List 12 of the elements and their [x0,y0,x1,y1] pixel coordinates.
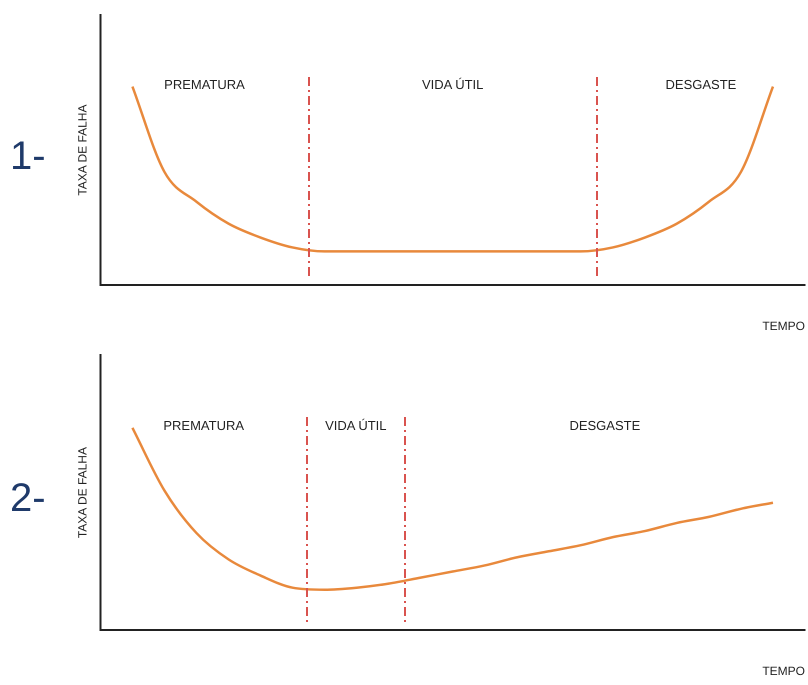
annotation: PREMATURA [164,76,246,92]
y-axis-title: TAXA DE FALHA [76,104,90,196]
annotation: DESGASTE [569,418,641,434]
text: 1- [10,134,46,178]
annotation: VIDA ÚTIL [422,76,484,92]
annotation: DESGASTE [666,76,737,92]
annotation: PREMATURA [163,418,244,434]
y-axis-title: TAXA DE FALHA [76,447,90,538]
text: 2- [10,476,46,520]
annotation: VIDA ÚTIL [325,418,387,434]
x-axis-title: TEMPO [762,664,805,678]
x-axis-title: TEMPO [762,319,805,334]
